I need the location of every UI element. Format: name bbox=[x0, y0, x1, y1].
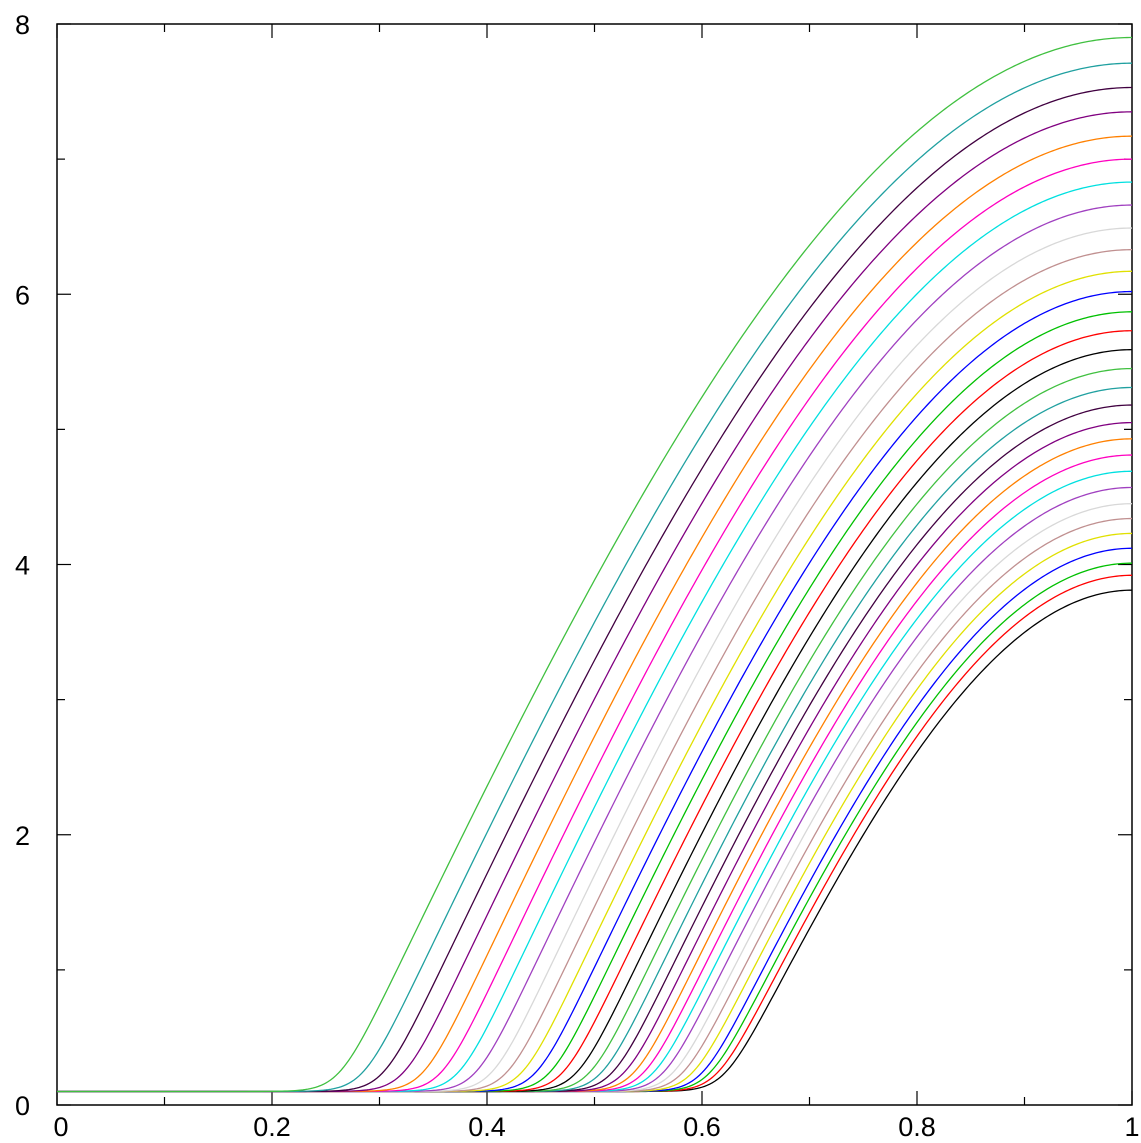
series-line-30 bbox=[57, 36, 1133, 1093]
y-tick-label: 6 bbox=[15, 280, 30, 310]
series-lines bbox=[57, 36, 1133, 1093]
series-line-17 bbox=[57, 330, 1133, 1093]
x-tick-label: 0.4 bbox=[468, 1112, 506, 1142]
x-tick-label: 0.6 bbox=[683, 1112, 721, 1142]
series-line-3 bbox=[57, 562, 1133, 1093]
series-line-5 bbox=[57, 532, 1133, 1093]
series-line-8 bbox=[57, 486, 1133, 1093]
series-line-28 bbox=[57, 86, 1133, 1093]
series-line-4 bbox=[57, 547, 1133, 1093]
series-line-21 bbox=[57, 249, 1133, 1093]
series-line-11 bbox=[57, 438, 1133, 1093]
series-line-9 bbox=[57, 470, 1133, 1093]
plot-frame bbox=[56, 23, 1133, 1106]
series-line-13 bbox=[57, 404, 1133, 1093]
series-line-14 bbox=[57, 386, 1133, 1093]
series-line-16 bbox=[57, 349, 1133, 1093]
y-tick-label: 8 bbox=[15, 10, 30, 40]
x-tick-label: 0.2 bbox=[253, 1112, 291, 1142]
series-line-12 bbox=[57, 421, 1133, 1093]
series-line-2 bbox=[57, 574, 1133, 1093]
y-tick-label: 2 bbox=[15, 821, 30, 851]
x-tick-label: 0.8 bbox=[898, 1112, 936, 1142]
series-line-18 bbox=[57, 311, 1133, 1093]
series-line-7 bbox=[57, 503, 1133, 1093]
series-line-19 bbox=[57, 290, 1133, 1093]
series-line-23 bbox=[57, 204, 1133, 1093]
y-tick-label: 0 bbox=[15, 1091, 30, 1121]
series-line-26 bbox=[57, 135, 1133, 1093]
series-line-15 bbox=[57, 367, 1133, 1093]
x-axis-ticks: 0 0.2 0.4 0.6 0.8 1 bbox=[53, 24, 1140, 1142]
y-tick-label: 4 bbox=[15, 551, 30, 581]
x-tick-label: 1 bbox=[1124, 1112, 1139, 1142]
series-line-6 bbox=[57, 517, 1133, 1093]
series-line-27 bbox=[57, 111, 1133, 1093]
x-tick-label: 0 bbox=[53, 1112, 68, 1142]
series-line-25 bbox=[57, 158, 1133, 1093]
y-axis-ticks: 0 2 4 6 8 bbox=[15, 10, 1132, 1121]
